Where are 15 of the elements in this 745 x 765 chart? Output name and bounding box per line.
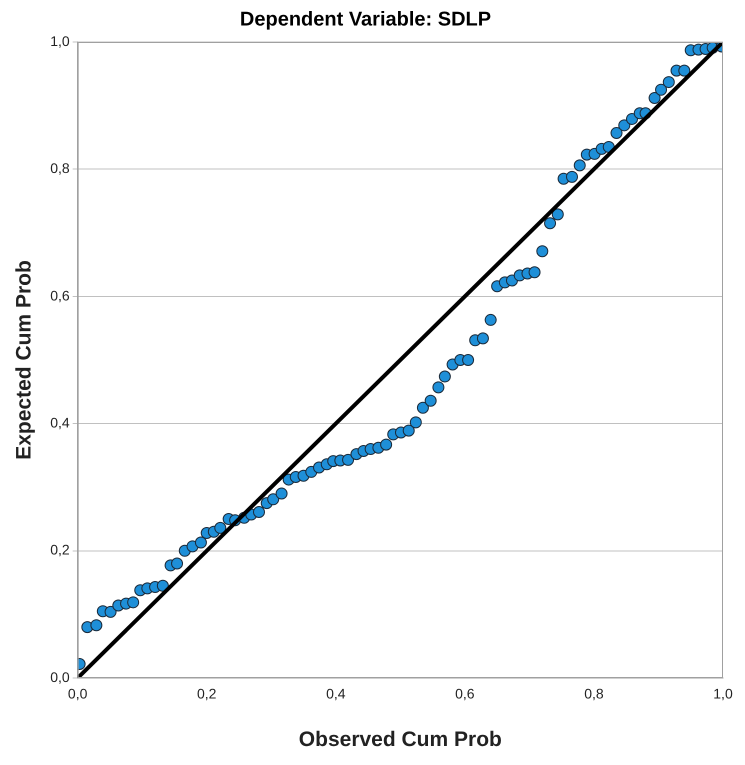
x-tick-label: 0,4 bbox=[326, 685, 346, 702]
x-tick-label: 0,0 bbox=[68, 685, 88, 702]
y-axis-title: Expected Cum Prob bbox=[12, 260, 36, 460]
y-tick-label: 0,6 bbox=[50, 287, 70, 304]
y-tick-label: 0,0 bbox=[50, 668, 70, 685]
x-axis-title: Observed Cum Prob bbox=[298, 728, 502, 752]
y-tick-label: 0,2 bbox=[50, 542, 70, 558]
y-tick-label: 1,0 bbox=[50, 32, 70, 49]
y-tick-label: 0,8 bbox=[50, 160, 70, 176]
chart-title: Dependent Variable: SDLP bbox=[240, 8, 492, 31]
x-tick-label: 0,8 bbox=[584, 685, 604, 702]
y-tick-label: 0,4 bbox=[50, 414, 70, 430]
x-tick-label: 0,6 bbox=[455, 685, 475, 702]
x-tick-label: 0,2 bbox=[196, 685, 217, 702]
x-tick-label: 1,0 bbox=[713, 685, 733, 702]
